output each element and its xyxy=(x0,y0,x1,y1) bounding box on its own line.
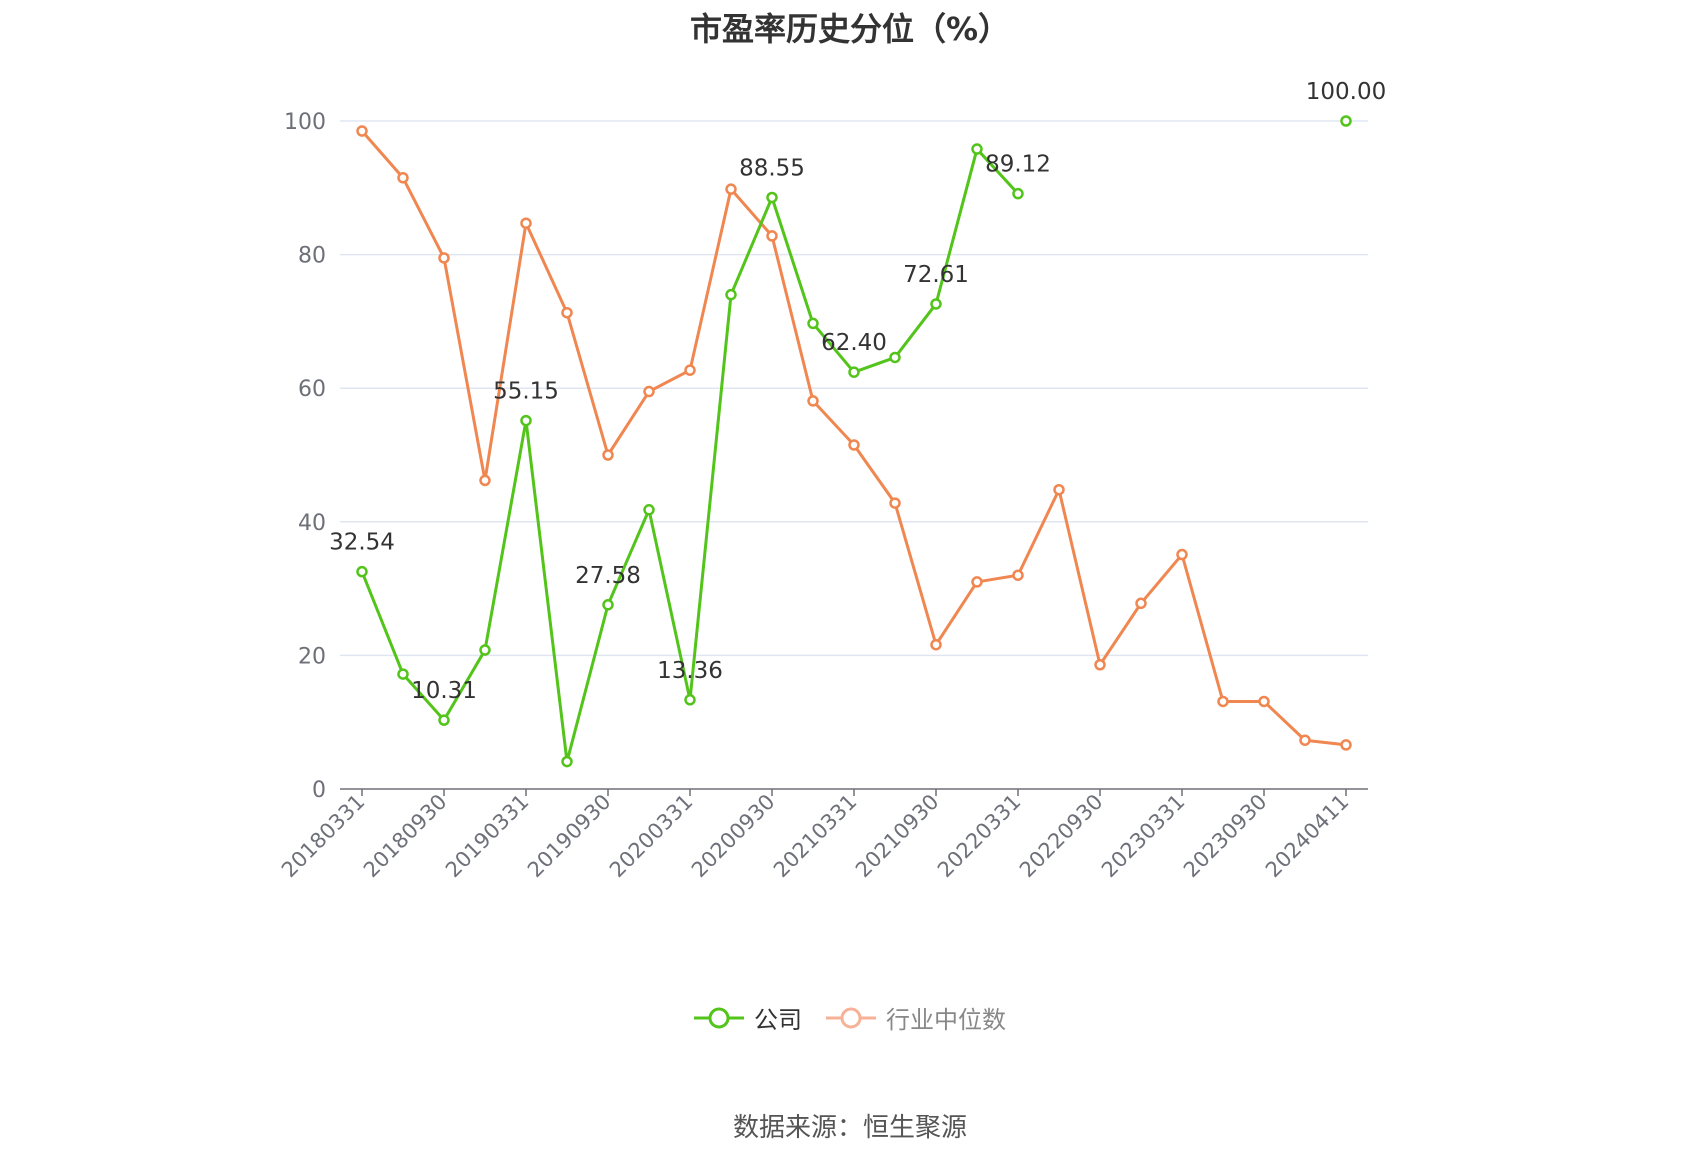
industry-point xyxy=(1135,597,1147,610)
company-point xyxy=(1340,115,1352,127)
company-point xyxy=(520,414,532,427)
x-tick-label: 20210331 xyxy=(769,790,862,883)
company-point xyxy=(971,143,983,155)
company-data-label: 62.40 xyxy=(821,330,887,356)
grid-lines xyxy=(340,120,1368,657)
industry-point xyxy=(602,449,614,461)
legend-company-line-circle-icon xyxy=(694,1007,744,1028)
x-tick-label: 20240411 xyxy=(1261,790,1354,883)
company-data-label: 100.00 xyxy=(1306,79,1386,105)
company-data-label: 10.31 xyxy=(411,678,477,704)
source-note: 数据来源：恒生聚源 xyxy=(732,1113,967,1143)
x-tick-label: 20180331 xyxy=(277,790,370,883)
company-data-label: 13.36 xyxy=(657,658,723,684)
series-lines xyxy=(356,115,1352,768)
x-tick-label: 20210930 xyxy=(851,790,944,883)
company-point xyxy=(889,351,901,364)
company-point xyxy=(725,288,737,301)
legend-item-industry[interactable]: 行业中位数 xyxy=(826,1000,1006,1035)
industry-point xyxy=(479,474,491,487)
company-point xyxy=(479,644,491,656)
y-tick-label: 40 xyxy=(298,511,326,536)
company-point xyxy=(848,366,860,378)
industry-point xyxy=(1217,695,1229,708)
industry-series-line xyxy=(360,130,1347,747)
industry-point xyxy=(807,395,819,407)
company-point xyxy=(643,504,655,516)
company-point xyxy=(930,298,942,310)
x-tick-label: 20180930 xyxy=(359,790,452,883)
company-data-label: 88.55 xyxy=(739,155,805,181)
x-tick-label: 20190331 xyxy=(441,790,534,883)
company-data-label: 27.58 xyxy=(575,563,641,589)
company-point xyxy=(807,317,819,330)
company-data-label: 72.61 xyxy=(903,262,969,288)
industry-point xyxy=(889,497,901,509)
y-tick-label: 20 xyxy=(298,644,326,669)
company-point xyxy=(397,668,409,680)
industry-point xyxy=(971,576,983,588)
company-point xyxy=(356,565,368,578)
company-data-label: 89.12 xyxy=(985,152,1051,178)
industry-point xyxy=(520,217,532,229)
y-tick-label: 80 xyxy=(298,244,326,269)
company-point xyxy=(766,191,778,204)
industry-point xyxy=(1340,739,1352,751)
company-point xyxy=(684,694,696,706)
industry-point xyxy=(684,364,696,376)
industry-point xyxy=(438,252,450,264)
company-point xyxy=(561,755,573,768)
company-point xyxy=(438,714,450,726)
x-tick-label: 20200930 xyxy=(687,790,780,883)
company-data-label: 55.15 xyxy=(493,379,559,405)
legend-industry-label: 行业中位数 xyxy=(886,1006,1006,1034)
y-tick-label: 60 xyxy=(298,377,326,402)
x-tick-label: 20190930 xyxy=(523,790,616,883)
industry-point xyxy=(1299,734,1311,746)
industry-point xyxy=(397,172,409,184)
industry-point xyxy=(1012,569,1024,581)
x-tick-label: 20220930 xyxy=(1015,790,1108,883)
industry-point xyxy=(766,230,778,242)
industry-point xyxy=(1094,659,1106,671)
industry-point xyxy=(848,439,860,451)
industry-point xyxy=(356,125,368,137)
industry-point xyxy=(1053,483,1065,496)
legend: 公司 行业中位数 xyxy=(0,1000,1700,1035)
y-tick-label: 100 xyxy=(284,110,326,135)
industry-point xyxy=(561,306,573,319)
industry-point xyxy=(930,638,942,651)
company-data-label: 32.54 xyxy=(329,530,395,556)
x-tick-label: 20230331 xyxy=(1097,790,1190,883)
legend-item-company[interactable]: 公司 xyxy=(694,1000,802,1035)
industry-point xyxy=(1258,695,1270,708)
industry-point xyxy=(1176,548,1188,561)
company-point xyxy=(1012,187,1024,200)
x-tick-label: 20230930 xyxy=(1179,790,1272,883)
data-labels: 32.54 10.31 55.15 27.58 13.36 88.55 62.40 72.61… xyxy=(329,79,1386,704)
chart-title: 市盈率历史分位（%） xyxy=(689,10,1011,48)
industry-point xyxy=(643,385,655,398)
industry-point xyxy=(725,183,737,195)
company-point xyxy=(602,599,614,611)
x-tick-label: 20200331 xyxy=(605,790,698,883)
legend-company-label: 公司 xyxy=(754,1006,802,1034)
legend-industry-line-circle-icon xyxy=(826,1007,876,1028)
axes: 0 20 40 60 80 100 2018033120180930201903312019… xyxy=(277,110,1368,882)
y-tick-label: 0 xyxy=(312,778,326,803)
x-tick-label: 20220331 xyxy=(933,790,1026,883)
